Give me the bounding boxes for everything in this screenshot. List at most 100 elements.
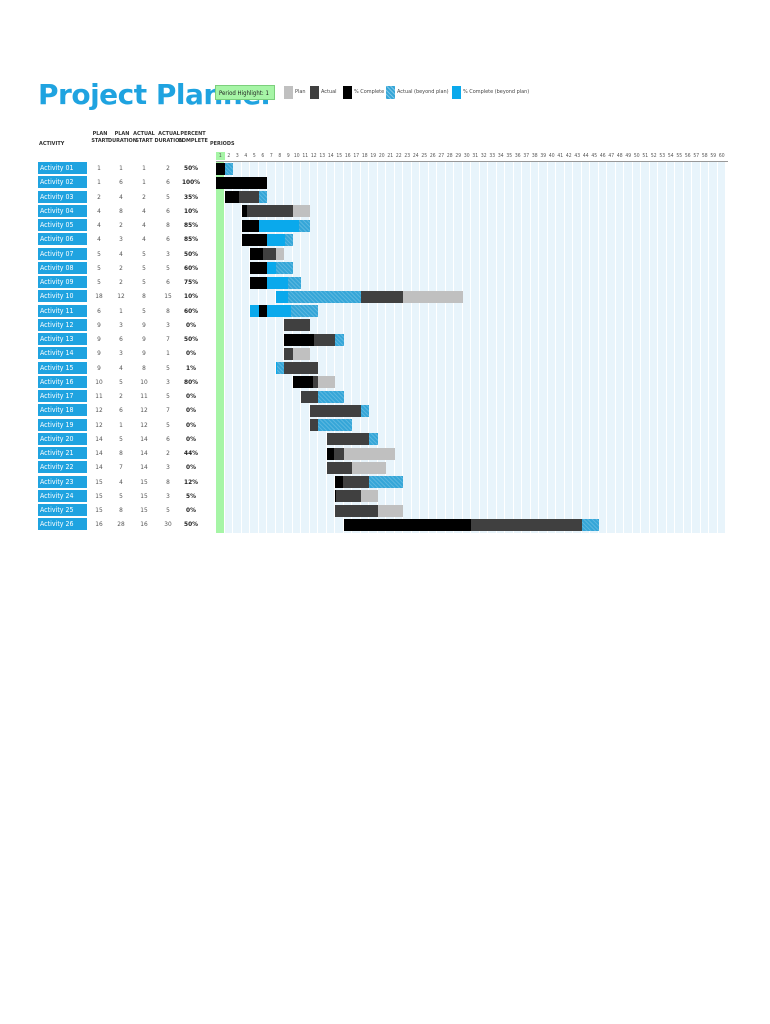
activity-name[interactable]: Activity 23: [38, 475, 87, 489]
plan-start-cell[interactable]: 4: [97, 235, 101, 244]
actual-duration-cell[interactable]: 30: [164, 520, 172, 529]
actual-start-cell[interactable]: 12: [140, 406, 148, 415]
plan-start-cell[interactable]: 18: [95, 292, 103, 301]
activity-name[interactable]: Activity 15: [38, 361, 87, 375]
plan-duration-cell[interactable]: 2: [119, 278, 123, 286]
actual-start-cell[interactable]: 12: [140, 420, 148, 429]
actual-duration-cell[interactable]: 8: [166, 221, 170, 229]
actual-duration-cell[interactable]: 6: [166, 434, 170, 443]
actual-start-cell[interactable]: 5: [142, 263, 146, 272]
percent-complete-cell[interactable]: 50%: [184, 335, 198, 343]
actual-start-cell[interactable]: 9: [142, 335, 146, 343]
activity-name[interactable]: Activity 04: [38, 204, 87, 218]
actual-duration-cell[interactable]: 3: [166, 249, 170, 258]
activity-name[interactable]: Activity 03: [38, 190, 87, 204]
actual-start-cell[interactable]: 16: [140, 520, 148, 529]
actual-start-cell[interactable]: 8: [142, 363, 146, 372]
actual-duration-cell[interactable]: 1: [166, 349, 170, 358]
plan-duration-cell[interactable]: 12: [117, 292, 125, 301]
actual-start-cell[interactable]: 5: [142, 278, 146, 286]
activity-name[interactable]: Activity 05: [38, 219, 87, 232]
period-highlight-input[interactable]: Period Highlight: 1: [215, 85, 275, 100]
actual-start-cell[interactable]: 8: [142, 292, 146, 301]
plan-duration-cell[interactable]: 28: [117, 520, 125, 529]
actual-duration-cell[interactable]: 2: [166, 449, 170, 457]
actual-start-cell[interactable]: 5: [142, 306, 146, 315]
plan-start-cell[interactable]: 9: [97, 335, 101, 343]
plan-duration-cell[interactable]: 8: [119, 506, 123, 514]
actual-duration-cell[interactable]: 6: [166, 235, 170, 244]
actual-duration-cell[interactable]: 3: [166, 320, 170, 329]
plan-duration-cell[interactable]: 4: [119, 363, 123, 372]
activity-name[interactable]: Activity 24: [38, 489, 87, 503]
activity-name[interactable]: Activity 17: [38, 390, 87, 403]
plan-start-cell[interactable]: 4: [97, 221, 101, 229]
actual-duration-cell[interactable]: 8: [166, 306, 170, 315]
activity-name[interactable]: Activity 26: [38, 518, 87, 532]
actual-start-cell[interactable]: 9: [142, 320, 146, 329]
actual-start-cell[interactable]: 1: [142, 178, 146, 187]
plan-duration-cell[interactable]: 6: [119, 335, 123, 343]
actual-duration-cell[interactable]: 5: [166, 420, 170, 429]
actual-start-cell[interactable]: 1: [142, 164, 146, 172]
plan-start-cell[interactable]: 5: [97, 278, 101, 286]
percent-complete-cell[interactable]: 0%: [186, 434, 196, 443]
activity-name[interactable]: Activity 25: [38, 504, 87, 517]
actual-start-cell[interactable]: 15: [140, 477, 148, 486]
percent-complete-cell[interactable]: 0%: [186, 420, 196, 429]
plan-duration-cell[interactable]: 3: [119, 320, 123, 329]
plan-start-cell[interactable]: 12: [95, 406, 103, 415]
activity-name[interactable]: Activity 12: [38, 318, 87, 332]
actual-duration-cell[interactable]: 6: [166, 278, 170, 286]
actual-duration-cell[interactable]: 15: [164, 292, 172, 301]
percent-complete-cell[interactable]: 60%: [184, 263, 198, 272]
plan-duration-cell[interactable]: 3: [119, 235, 123, 244]
actual-duration-cell[interactable]: 3: [166, 463, 170, 472]
plan-duration-cell[interactable]: 1: [119, 306, 123, 315]
activity-name[interactable]: Activity 19: [38, 418, 87, 432]
plan-start-cell[interactable]: 9: [97, 349, 101, 358]
percent-complete-cell[interactable]: 50%: [184, 164, 198, 172]
percent-complete-cell[interactable]: 50%: [184, 249, 198, 258]
plan-duration-cell[interactable]: 5: [119, 491, 123, 500]
plan-duration-cell[interactable]: 2: [119, 221, 123, 229]
activity-name[interactable]: Activity 11: [38, 304, 87, 318]
plan-duration-cell[interactable]: 6: [119, 406, 123, 415]
activity-name[interactable]: Activity 06: [38, 233, 87, 247]
percent-complete-cell[interactable]: 0%: [186, 349, 196, 358]
plan-duration-cell[interactable]: 3: [119, 349, 123, 358]
percent-complete-cell[interactable]: 80%: [184, 377, 198, 386]
actual-start-cell[interactable]: 14: [140, 463, 148, 472]
actual-duration-cell[interactable]: 6: [166, 206, 170, 215]
plan-duration-cell[interactable]: 4: [119, 192, 123, 201]
plan-start-cell[interactable]: 1: [97, 164, 101, 172]
actual-start-cell[interactable]: 4: [142, 221, 146, 229]
plan-duration-cell[interactable]: 8: [119, 449, 123, 457]
actual-duration-cell[interactable]: 5: [166, 192, 170, 201]
plan-duration-cell[interactable]: 4: [119, 477, 123, 486]
actual-start-cell[interactable]: 5: [142, 249, 146, 258]
plan-start-cell[interactable]: 2: [97, 192, 101, 201]
actual-duration-cell[interactable]: 5: [166, 506, 170, 514]
actual-start-cell[interactable]: 9: [142, 349, 146, 358]
plan-start-cell[interactable]: 11: [95, 392, 103, 400]
plan-start-cell[interactable]: 10: [95, 377, 103, 386]
percent-complete-cell[interactable]: 0%: [186, 463, 196, 472]
plan-start-cell[interactable]: 9: [97, 363, 101, 372]
plan-start-cell[interactable]: 15: [95, 491, 103, 500]
actual-duration-cell[interactable]: 6: [166, 178, 170, 187]
activity-name[interactable]: Activity 01: [38, 162, 87, 175]
percent-complete-cell[interactable]: 50%: [184, 520, 198, 529]
activity-name[interactable]: Activity 21: [38, 447, 87, 460]
percent-complete-cell[interactable]: 5%: [186, 491, 196, 500]
activity-name[interactable]: Activity 08: [38, 261, 87, 275]
activity-name[interactable]: Activity 10: [38, 290, 87, 304]
plan-duration-cell[interactable]: 8: [119, 206, 123, 215]
percent-complete-cell[interactable]: 100%: [181, 178, 201, 187]
activity-name[interactable]: Activity 02: [38, 176, 87, 190]
plan-start-cell[interactable]: 5: [97, 249, 101, 258]
percent-complete-cell[interactable]: 12%: [184, 477, 198, 486]
plan-start-cell[interactable]: 1: [97, 178, 101, 187]
activity-name[interactable]: Activity 22: [38, 461, 87, 475]
percent-complete-cell[interactable]: 85%: [184, 235, 198, 244]
